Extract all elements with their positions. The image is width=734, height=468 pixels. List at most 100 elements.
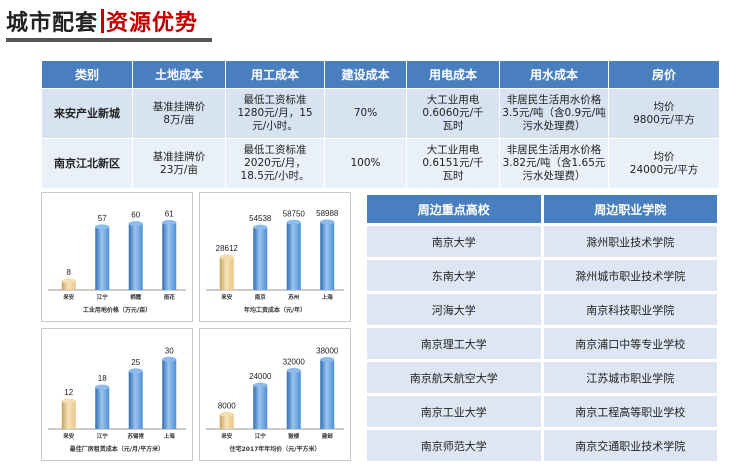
cell-line: 均价 <box>653 150 675 163</box>
table-row: 来安产业新城 基准挂牌价 8万/亩 最低工资标准 1280元/月，15 元/小时… <box>41 88 720 139</box>
col-header-electricity: 用电成本 <box>406 60 500 89</box>
bar <box>253 385 268 429</box>
vocational-cell: 滁州城市职业技术学院 <box>543 260 717 291</box>
bar-cap <box>95 224 110 230</box>
bar-cap <box>286 367 301 373</box>
chart-title: 年均工资成本（元/年） <box>244 306 306 314</box>
bar-value-label: 18 <box>98 374 107 383</box>
cell-line: 8万/亩 <box>163 113 195 126</box>
table-row: 南京航天航空大学 江苏城市职业学院 <box>367 362 717 393</box>
chart-title: 工业用地价格（万元/亩） <box>83 306 151 314</box>
cell-line: 大工业用电 <box>426 144 480 156</box>
x-tick-label: 鼓楼 <box>288 432 300 440</box>
electricity-cost-cell: 大工业用电 0.6060元/千 瓦时 <box>406 88 500 139</box>
bar-cap <box>162 219 177 225</box>
cell-line: 1280元/月，15 <box>237 107 313 119</box>
bar-cap <box>95 384 110 390</box>
bar <box>320 359 335 429</box>
bar-cap <box>320 356 335 362</box>
university-cell: 南京理工大学 <box>367 328 541 359</box>
bar-cap <box>320 219 335 225</box>
bar <box>219 257 234 290</box>
x-tick-label: 江宁 <box>97 293 109 301</box>
cell-line: 100% <box>350 157 381 169</box>
bar-cap <box>61 398 76 404</box>
cell-line: 基准挂牌价 <box>152 150 206 163</box>
title-underline <box>6 38 212 42</box>
bar-cap <box>219 411 234 417</box>
bar <box>162 222 177 290</box>
university-cell: 南京大学 <box>367 226 541 257</box>
university-cell: 东南大学 <box>367 260 541 291</box>
bar-cap <box>128 368 143 374</box>
cell-line: 70% <box>353 107 378 119</box>
table-row: 东南大学 滁州城市职业技术学院 <box>367 260 717 291</box>
cell-line: 3.82元/吨（含1.65元 <box>502 157 606 169</box>
bar-value-label: 32000 <box>283 357 306 366</box>
water-cost-cell: 非居民生活用水价格 3.82元/吨（含1.65元 污水处理费） <box>499 138 609 189</box>
housing-price-chart: 8000 来安 24000 江宁 32000 鼓楼 38000 建邺住宅2017年年均价（元/… <box>206 346 344 453</box>
bar <box>320 221 335 290</box>
cell-line: 非居民生活用水价格 <box>506 144 602 156</box>
bar-value-label: 12 <box>64 388 73 397</box>
bar <box>95 387 110 429</box>
cell-line: 最低工资标准 <box>243 144 307 156</box>
x-tick-label: 苏州 <box>288 293 300 301</box>
university-cell: 南京航天航空大学 <box>367 362 541 393</box>
col-header-land: 土地成本 <box>132 60 226 89</box>
bar-value-label: 30 <box>165 346 174 355</box>
cost-table-header: 类别 土地成本 用工成本 建设成本 用电成本 用水成本 房价 <box>41 60 720 89</box>
x-tick-label: 来安 <box>62 432 75 440</box>
bar-cap <box>219 254 234 260</box>
bar <box>61 281 76 290</box>
row-name: 南京江北新区 <box>41 138 133 189</box>
x-tick-label: 上海 <box>164 432 176 440</box>
bar <box>128 370 143 429</box>
bar-value-label: 58988 <box>316 209 339 218</box>
cell-line: 23万/亩 <box>160 163 198 176</box>
university-cell: 南京工业大学 <box>367 396 541 427</box>
page-title: 城市配套 资源优势 <box>6 6 198 36</box>
table-row: 南京大学 滁州职业技术学院 <box>367 226 717 257</box>
table-row: 南京江北新区 基准挂牌价 23万/亩 最低工资标准 2020元/月， 18.5元… <box>41 138 720 189</box>
x-tick-label: 建邺 <box>322 432 334 440</box>
labor-cost-cell: 最低工资标准 2020元/月， 18.5元/小时。 <box>225 138 325 189</box>
table-row: 南京工业大学 南京工程高等职业学校 <box>367 396 717 427</box>
bar-value-label: 54538 <box>249 214 272 223</box>
cell-line: 非居民生活用水价格 <box>506 94 602 106</box>
col-header-universities: 周边重点高校 <box>367 195 541 223</box>
chart-panel-wage: 28612 来安 54538 南京 58750 苏州 58988 上海 年均工资成本（元/年） <box>199 192 351 322</box>
cell-line: 均价 <box>653 100 675 113</box>
cell-line: 元/小时。 <box>252 120 298 132</box>
bar-value-label: 24000 <box>249 372 272 381</box>
cell-line: 大工业用电 <box>426 94 480 106</box>
cell-line: 瓦时 <box>442 120 464 132</box>
x-tick-label: 栖霞 <box>130 293 142 301</box>
bar <box>61 401 76 429</box>
col-header-category: 类别 <box>41 60 133 89</box>
vocational-cell: 南京浦口中等专业学校 <box>543 328 717 359</box>
col-header-labor: 用工成本 <box>225 60 325 89</box>
bar-cap <box>61 278 76 284</box>
bar <box>286 370 301 429</box>
cell-line: 0.6060元/千 <box>422 107 484 119</box>
bar-value-label: 28612 <box>216 244 239 253</box>
x-tick-label: 南京 <box>255 293 267 301</box>
housing-price-cell: 均价 9800元/平方 <box>608 88 720 139</box>
bar-cap <box>253 382 268 388</box>
schools-table-header: 周边重点高校 周边职业学院 <box>367 195 717 223</box>
x-tick-label: 来安 <box>62 293 75 301</box>
cell-line: 24000元/平方 <box>629 163 699 176</box>
university-cell: 河海大学 <box>367 294 541 325</box>
col-header-vocational: 周边职业学院 <box>543 195 717 223</box>
chart-panel-land-price: 8 来安 57 江宁 60 栖霞 61 雨花 工业用地价格（万元/亩） <box>41 192 193 322</box>
vocational-cell: 南京科技职业学院 <box>543 294 717 325</box>
electricity-cost-cell: 大工业用电 0.6151元/千 瓦时 <box>406 138 500 189</box>
cost-comparison-table: 类别 土地成本 用工成本 建设成本 用电成本 用水成本 房价 来安产业新城 基准… <box>41 60 720 189</box>
bar-cap <box>128 221 143 227</box>
cell-line: 9800元/平方 <box>633 113 695 126</box>
cell-line: 基准挂牌价 <box>152 100 206 113</box>
bar-value-label: 8000 <box>218 401 236 410</box>
construction-cost-cell: 70% <box>324 88 407 139</box>
